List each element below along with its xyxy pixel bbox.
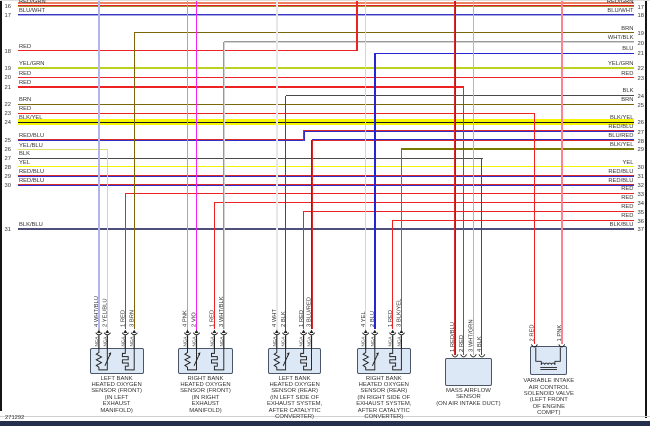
svg-text:NCA: NCA xyxy=(209,336,214,347)
svg-text:NCA: NCA xyxy=(102,336,107,347)
svg-text:NCA: NCA xyxy=(299,336,304,347)
svg-text:2 VIO: 2 VIO xyxy=(192,312,198,327)
svg-text:3 BRN: 3 BRN xyxy=(129,310,135,327)
svg-text:1 RED: 1 RED xyxy=(121,310,127,327)
svg-text:2 YEL/BLU: 2 YEL/BLU xyxy=(103,298,109,327)
svg-text:4 PNK: 4 PNK xyxy=(183,310,189,327)
svg-text:1 RED: 1 RED xyxy=(299,310,305,327)
svg-text:1 RED: 1 RED xyxy=(388,310,394,327)
svg-text:1 RED/BLU: 1 RED/BLU xyxy=(450,322,456,352)
svg-text:NCA: NCA xyxy=(370,336,375,347)
svg-text:2 BLU: 2 BLU xyxy=(370,311,376,327)
svg-text:NCA: NCA xyxy=(129,336,134,347)
svg-text:3 BLU/RED: 3 BLU/RED xyxy=(307,297,313,327)
svg-text:1 PNK: 1 PNK xyxy=(557,325,563,342)
svg-text:NCA: NCA xyxy=(361,336,366,347)
svg-text:3 BLK/YEL: 3 BLK/YEL xyxy=(397,298,403,327)
svg-text:4 WHT/BLU: 4 WHT/BLU xyxy=(94,296,100,327)
svg-text:NCA: NCA xyxy=(219,336,224,347)
svg-text:NCA: NCA xyxy=(396,336,401,347)
svg-text:2 RED: 2 RED xyxy=(530,324,536,341)
svg-text:NCA: NCA xyxy=(307,336,312,347)
svg-text:4 YEL: 4 YEL xyxy=(361,311,367,327)
svg-text:NCA: NCA xyxy=(388,336,393,347)
svg-text:3 WHT/BLK: 3 WHT/BLK xyxy=(219,296,225,327)
svg-text:3 WHT/GRN: 3 WHT/GRN xyxy=(469,319,475,352)
svg-text:NCA: NCA xyxy=(120,336,125,347)
svg-text:4 WHT: 4 WHT xyxy=(272,309,278,327)
svg-text:4 BLK: 4 BLK xyxy=(477,336,483,352)
svg-text:NCA: NCA xyxy=(281,336,286,347)
svg-text:2 RED: 2 RED xyxy=(459,335,465,352)
svg-text:1 RED: 1 RED xyxy=(210,310,216,327)
svg-text:NCA: NCA xyxy=(192,336,197,347)
svg-text:NCA: NCA xyxy=(183,336,188,347)
svg-text:2 BLK: 2 BLK xyxy=(281,311,287,327)
svg-text:NCA: NCA xyxy=(272,336,277,347)
svg-text:NCA: NCA xyxy=(94,336,99,347)
